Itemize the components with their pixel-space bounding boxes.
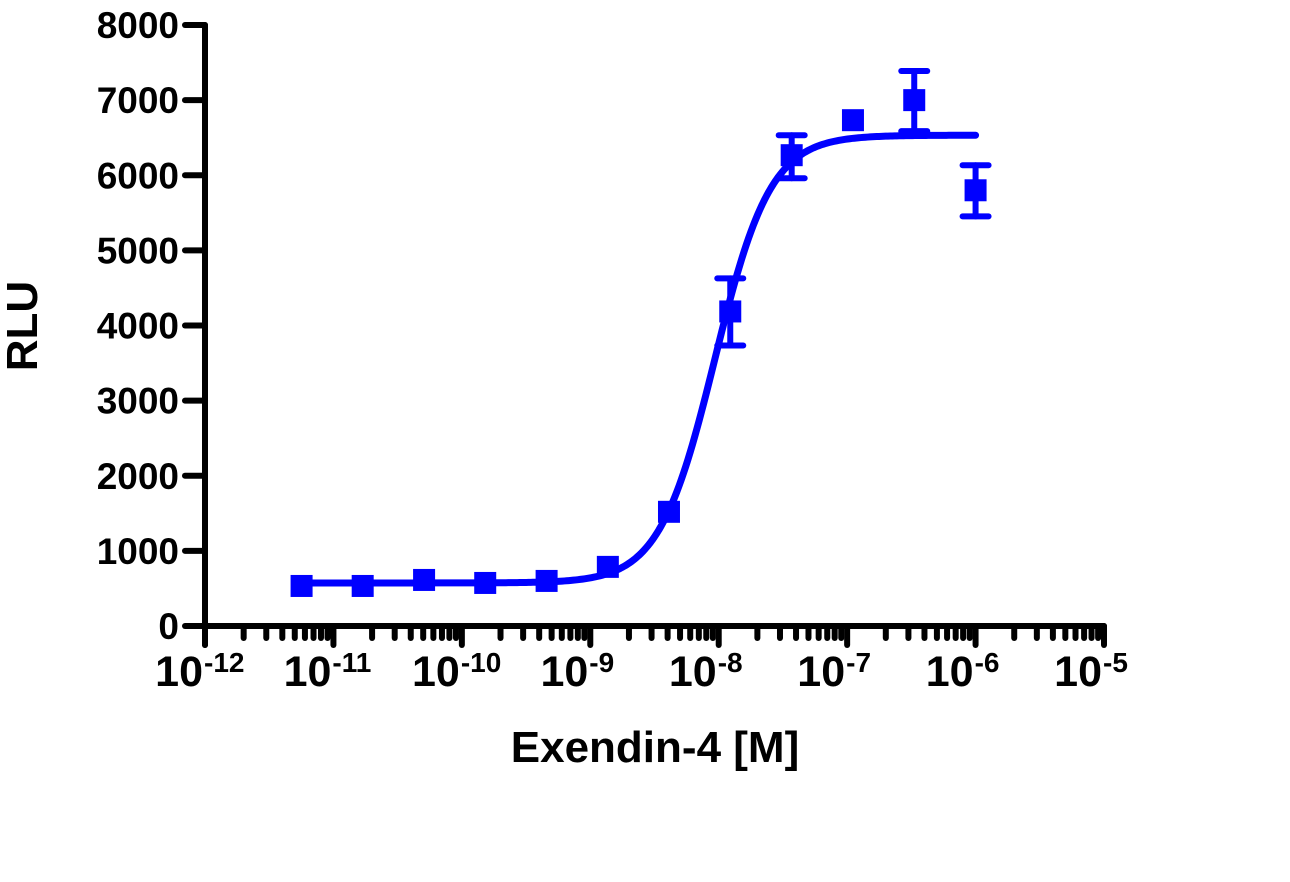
- x-tick-base: 10: [412, 648, 460, 696]
- x-tick-base: 10: [155, 648, 203, 696]
- y-axis-title: RLU: [0, 281, 47, 371]
- y-tick-label: 2000: [97, 456, 179, 497]
- x-tick-label: 10: [412, 648, 460, 696]
- fit-curve: [298, 131, 980, 587]
- fit-curve-path: [298, 131, 980, 587]
- data-point-square: [841, 109, 864, 132]
- x-tick-exponent: -8: [718, 647, 743, 678]
- y-tick-labels: 0 1000 2000 3000 4000 5000 6000 7000 8000: [97, 5, 179, 647]
- x-tick-exponent: -12: [204, 647, 244, 678]
- error-bars: [714, 68, 992, 349]
- y-tick-label: 0: [158, 606, 179, 647]
- data-point-square: [719, 300, 742, 323]
- x-tick-labels: 10 -12 10 -11 10 -10 10 -9 10 -8 10 -7 10 -6 10 -5: [155, 647, 1128, 696]
- x-tick-base: 10: [284, 648, 332, 696]
- y-tick-label: 4000: [97, 306, 179, 347]
- y-tick-label: 3000: [97, 381, 179, 422]
- data-point-square: [351, 574, 374, 597]
- x-tick-exponent: -11: [332, 647, 371, 678]
- x-tick-exponent: -6: [975, 647, 1000, 678]
- data-point-square: [535, 569, 558, 592]
- x-tick-base: 10: [540, 648, 588, 696]
- y-tick-label: 1000: [97, 531, 179, 572]
- axes: [182, 22, 1107, 648]
- x-tick-label: 10: [797, 648, 845, 696]
- y-tick-label: 5000: [97, 230, 179, 271]
- data-point-square: [964, 179, 987, 202]
- x-tick-exponent: -7: [846, 647, 871, 678]
- x-tick-label: 10: [669, 648, 717, 696]
- y-tick-label: 8000: [97, 5, 179, 46]
- x-axis-title: Exendin-4 [M]: [511, 723, 799, 772]
- data-point-square: [290, 574, 313, 597]
- data-point-square: [657, 500, 680, 523]
- x-tick-label: 10: [1054, 648, 1102, 696]
- data-point-square: [596, 555, 619, 578]
- x-tick-label: 10: [155, 648, 203, 696]
- x-tick-label: 10: [926, 648, 974, 696]
- x-tick-exponent: -9: [589, 647, 614, 678]
- y-tick-label: 6000: [97, 155, 179, 196]
- x-tick-base: 10: [669, 648, 717, 696]
- data-point-square: [780, 144, 803, 167]
- data-point-square: [474, 571, 497, 594]
- x-tick-label: 10: [284, 648, 332, 696]
- x-tick-exponent: -10: [461, 647, 501, 678]
- x-tick-base: 10: [1054, 648, 1102, 696]
- data-points: [290, 89, 987, 597]
- x-tick-base: 10: [797, 648, 845, 696]
- x-tick-base: 10: [926, 648, 974, 696]
- data-point-square: [413, 568, 436, 591]
- data-point-square: [903, 89, 926, 112]
- x-tick-exponent: -5: [1103, 647, 1128, 678]
- x-tick-label: 10: [540, 648, 588, 696]
- y-tick-label: 7000: [97, 80, 179, 121]
